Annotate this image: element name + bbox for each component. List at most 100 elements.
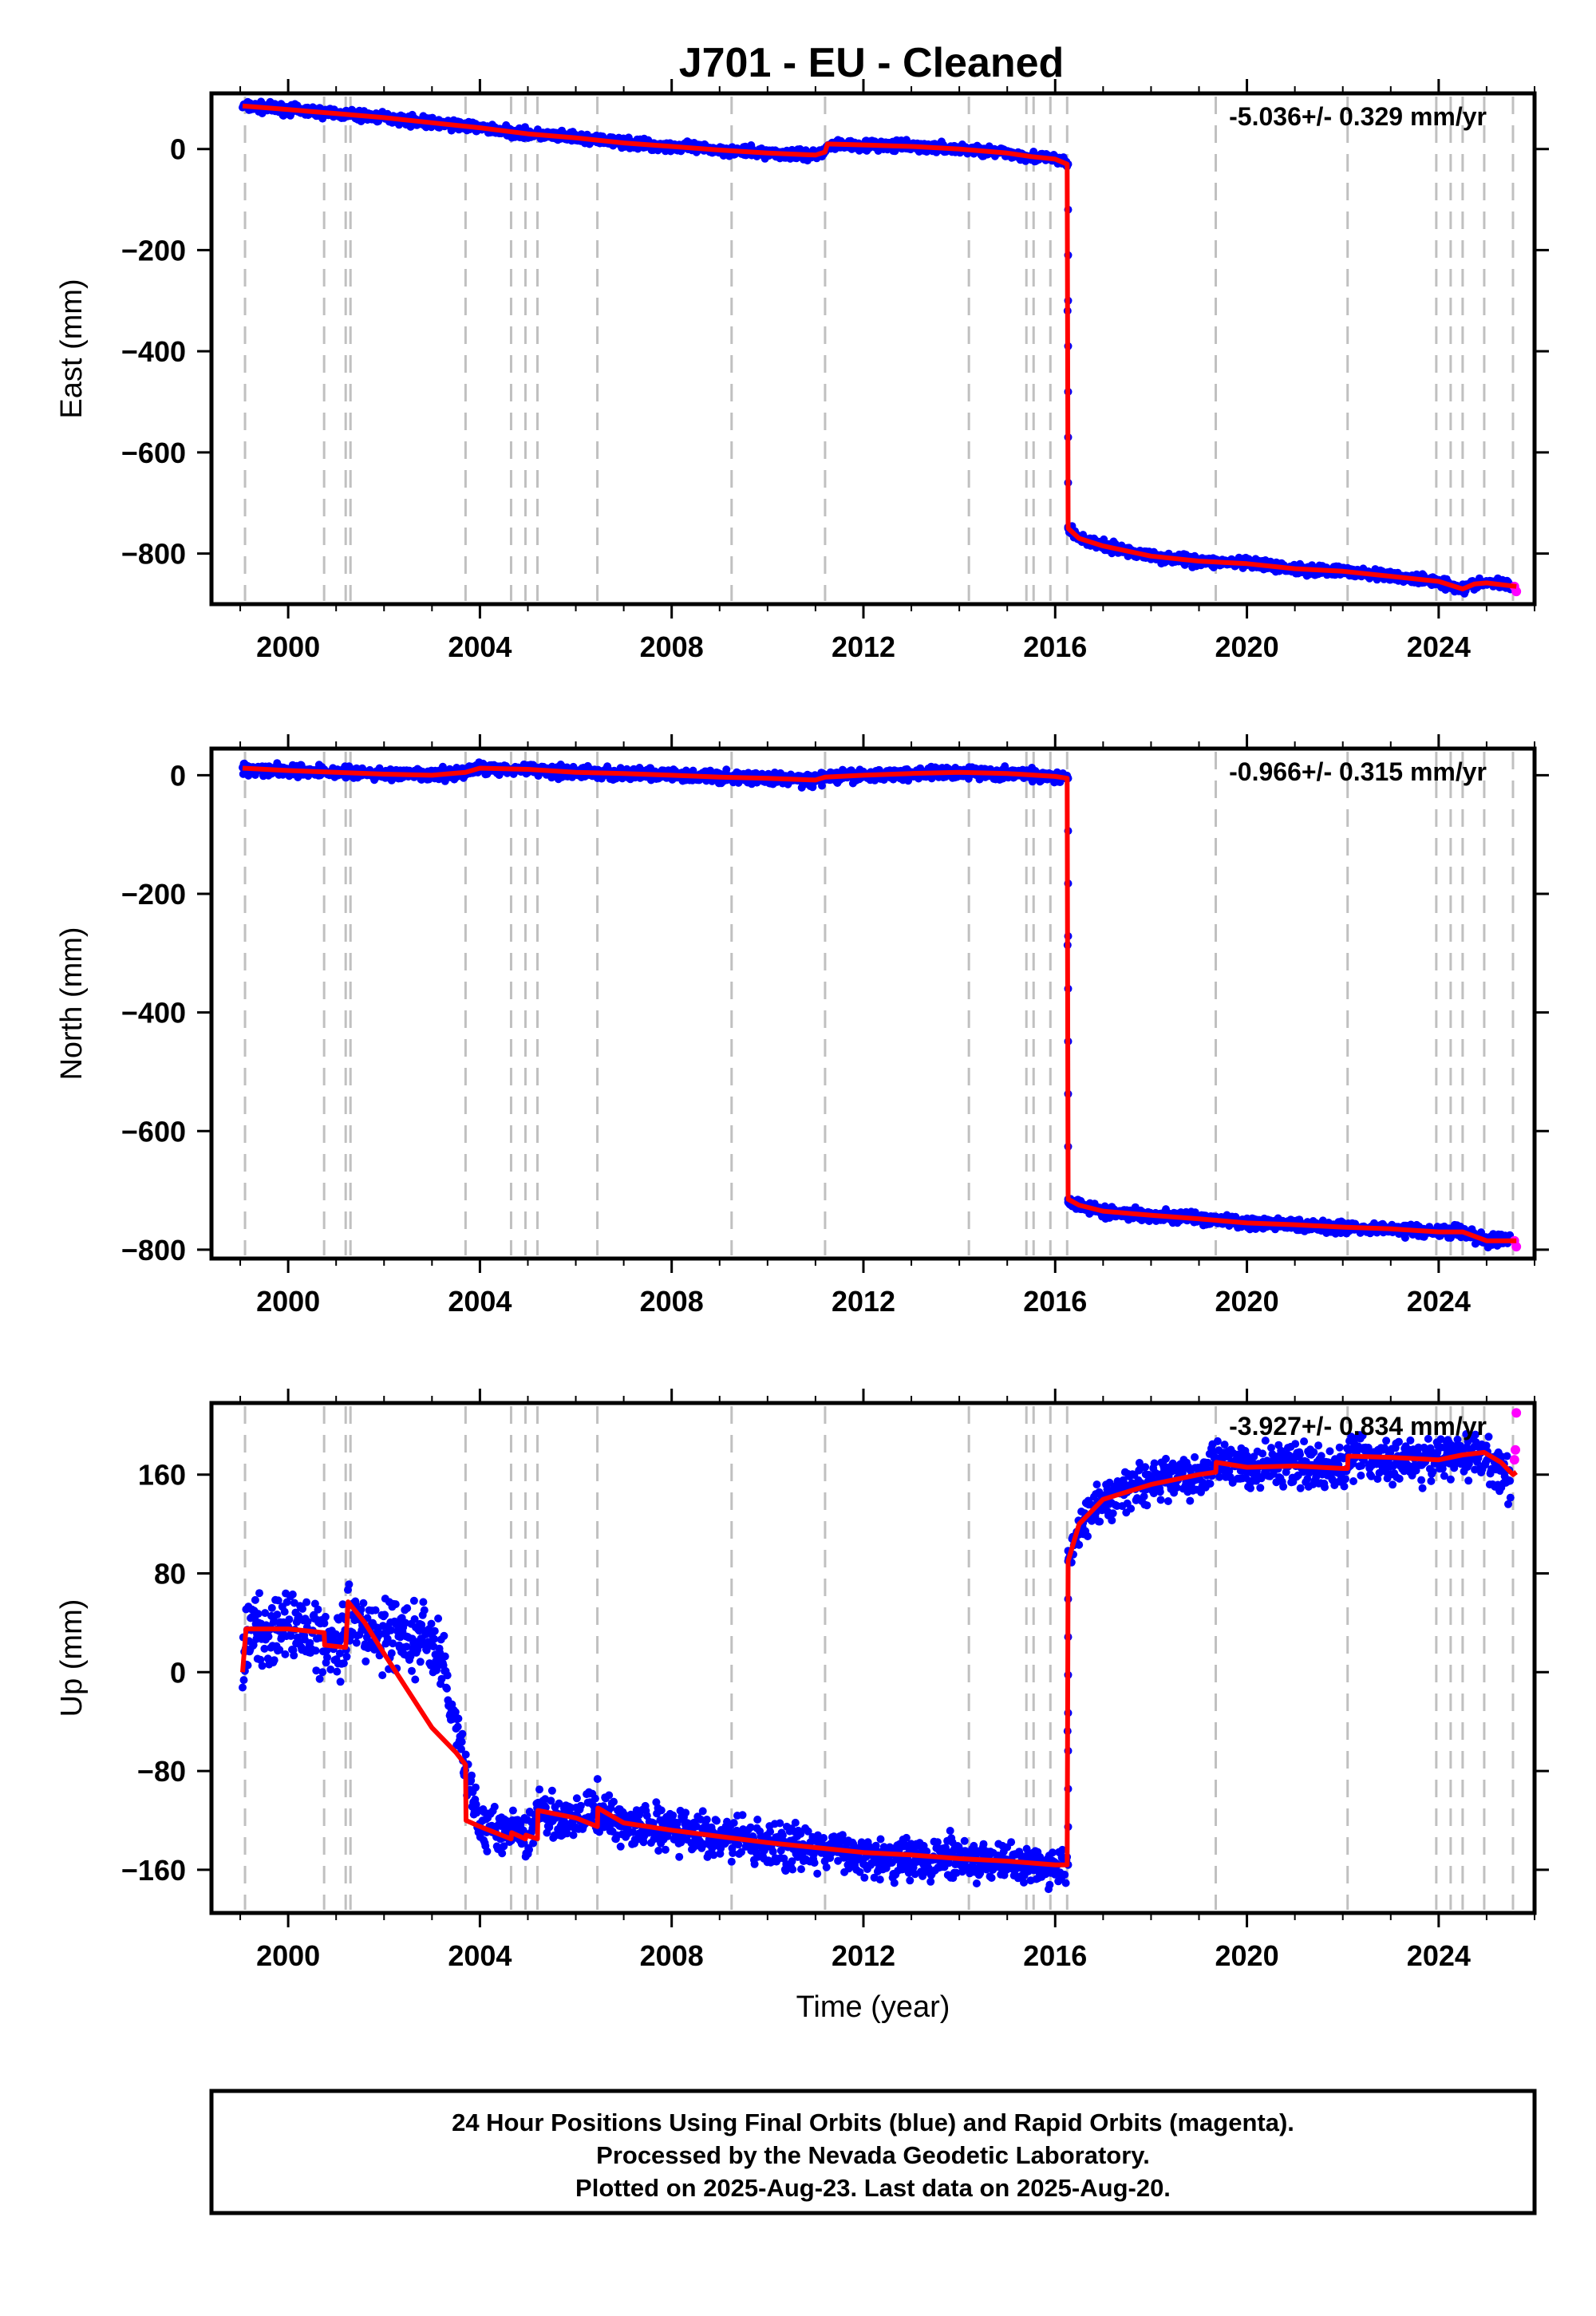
final-orbit-point	[408, 1666, 416, 1675]
final-orbit-point	[314, 1605, 322, 1614]
y-tick-label: −400	[121, 997, 186, 1030]
final-orbit-point	[391, 1600, 400, 1609]
final-orbit-point	[322, 1646, 331, 1655]
final-orbit-point	[336, 1678, 345, 1686]
final-orbit-point	[345, 1580, 354, 1589]
final-orbit-point	[285, 1615, 294, 1624]
x-tick-label: 2008	[640, 1285, 704, 1318]
final-orbit-point	[303, 1617, 312, 1626]
final-orbit-points	[239, 758, 1515, 1252]
final-orbit-point	[389, 1639, 397, 1648]
final-orbit-point	[274, 1596, 282, 1605]
figure-title: J701 - EU - Cleaned	[679, 40, 1065, 86]
final-orbit-point	[403, 1604, 412, 1613]
axes-frame	[209, 746, 1537, 1261]
final-orbit-point	[321, 1612, 330, 1621]
x-tick-label: 2020	[1215, 1285, 1279, 1318]
final-orbit-point	[333, 1667, 342, 1676]
final-orbit-point	[411, 1675, 420, 1684]
final-orbit-point	[414, 1642, 423, 1650]
final-orbit-point	[371, 1606, 380, 1614]
final-orbit-point	[409, 1596, 418, 1605]
final-orbit-point	[275, 1646, 284, 1654]
y-axis-label: North (mm)	[55, 927, 89, 1080]
final-orbit-point	[311, 1646, 320, 1655]
model-line	[242, 103, 1517, 591]
up-panel: 2000 2004 2008 2012 2016 2020 2024160800−80−16…	[55, 1389, 1549, 2024]
rapid-orbit-point	[1511, 1242, 1522, 1252]
x-tick-label: 2024	[1407, 1285, 1471, 1318]
axes-frame	[209, 91, 1537, 607]
final-orbit-point	[239, 1676, 248, 1685]
final-orbit-point	[281, 1650, 290, 1658]
final-orbit-point	[288, 1590, 297, 1599]
final-orbit-point	[378, 1671, 387, 1680]
final-orbit-point	[335, 1649, 344, 1658]
final-orbit-point	[352, 1638, 361, 1647]
y-tick-label: −800	[121, 1234, 186, 1267]
final-orbit-point	[416, 1658, 425, 1666]
final-orbit-point	[286, 1631, 295, 1640]
x-tick-label: 2016	[1023, 630, 1087, 663]
final-orbit-point	[261, 1609, 270, 1618]
final-orbit-points	[239, 97, 1515, 598]
east-panel: 2000 2004 2008 2012 2016 2020 20240−200−400−60…	[55, 79, 1549, 663]
final-orbit-point	[320, 1619, 329, 1628]
y-tick-label: −200	[121, 878, 186, 911]
final-orbit-point	[419, 1598, 428, 1607]
y-tick-label: −600	[121, 437, 186, 469]
final-orbit-point	[290, 1651, 298, 1660]
final-orbit-point	[264, 1632, 273, 1641]
final-orbit-point	[326, 1665, 335, 1674]
final-orbit-point	[387, 1649, 396, 1658]
final-orbit-point	[280, 1607, 289, 1616]
velocity-label: -0.966+/- 0.315 mm/yr	[1229, 757, 1487, 786]
final-orbit-point	[323, 1653, 331, 1662]
final-orbit-point	[273, 1611, 282, 1619]
x-tick-label: 2016	[1023, 1285, 1087, 1318]
x-tick-label: 2012	[832, 1285, 895, 1318]
final-orbit-point	[254, 1610, 263, 1618]
final-orbit-point	[361, 1657, 370, 1666]
final-orbit-point	[239, 1683, 247, 1692]
final-orbit-point	[267, 1603, 276, 1612]
final-orbit-point	[383, 1634, 392, 1643]
x-tick-label: 2020	[1215, 630, 1279, 663]
final-orbit-point	[420, 1606, 429, 1614]
final-orbit-point	[306, 1638, 314, 1647]
final-orbit-point	[255, 1589, 263, 1598]
final-orbit-point	[243, 1661, 252, 1670]
final-orbit-point	[342, 1652, 351, 1661]
final-orbit-point	[339, 1659, 348, 1668]
y-tick-label: 0	[170, 759, 186, 792]
final-orbit-point	[402, 1642, 411, 1651]
y-tick-label: −400	[121, 335, 186, 368]
final-orbit-point	[318, 1668, 327, 1677]
final-orbit-point	[298, 1604, 306, 1613]
final-orbit-point	[256, 1655, 265, 1664]
final-orbit-point	[357, 1605, 365, 1614]
y-tick-label: 0	[170, 133, 186, 166]
final-orbit-point	[315, 1674, 324, 1683]
final-orbit-point	[270, 1656, 279, 1665]
x-tick-label: 2004	[448, 630, 512, 663]
final-orbit-point	[410, 1614, 419, 1623]
final-orbit-point	[251, 1595, 259, 1604]
final-orbit-point	[818, 781, 826, 790]
final-orbit-point	[359, 1599, 368, 1607]
final-orbit-point	[387, 1626, 395, 1634]
x-tick-label: 2000	[256, 630, 320, 663]
rapid-orbit-point	[1511, 587, 1522, 597]
final-orbit-point	[260, 1644, 269, 1653]
x-tick-label: 2012	[832, 630, 895, 663]
final-orbit-point	[249, 1641, 258, 1650]
model-line	[242, 765, 1517, 1243]
x-tick-label: 2024	[1407, 630, 1471, 663]
north-panel: 2000 2004 2008 2012 2016 2020 20240−200−400−60…	[55, 734, 1549, 1318]
y-tick-label: −800	[121, 538, 186, 571]
y-axis-label: East (mm)	[55, 279, 89, 418]
final-orbit-point	[258, 1662, 267, 1670]
x-tick-label: 2008	[640, 630, 704, 663]
final-orbit-point	[722, 765, 731, 774]
y-tick-label: −600	[121, 1115, 186, 1148]
